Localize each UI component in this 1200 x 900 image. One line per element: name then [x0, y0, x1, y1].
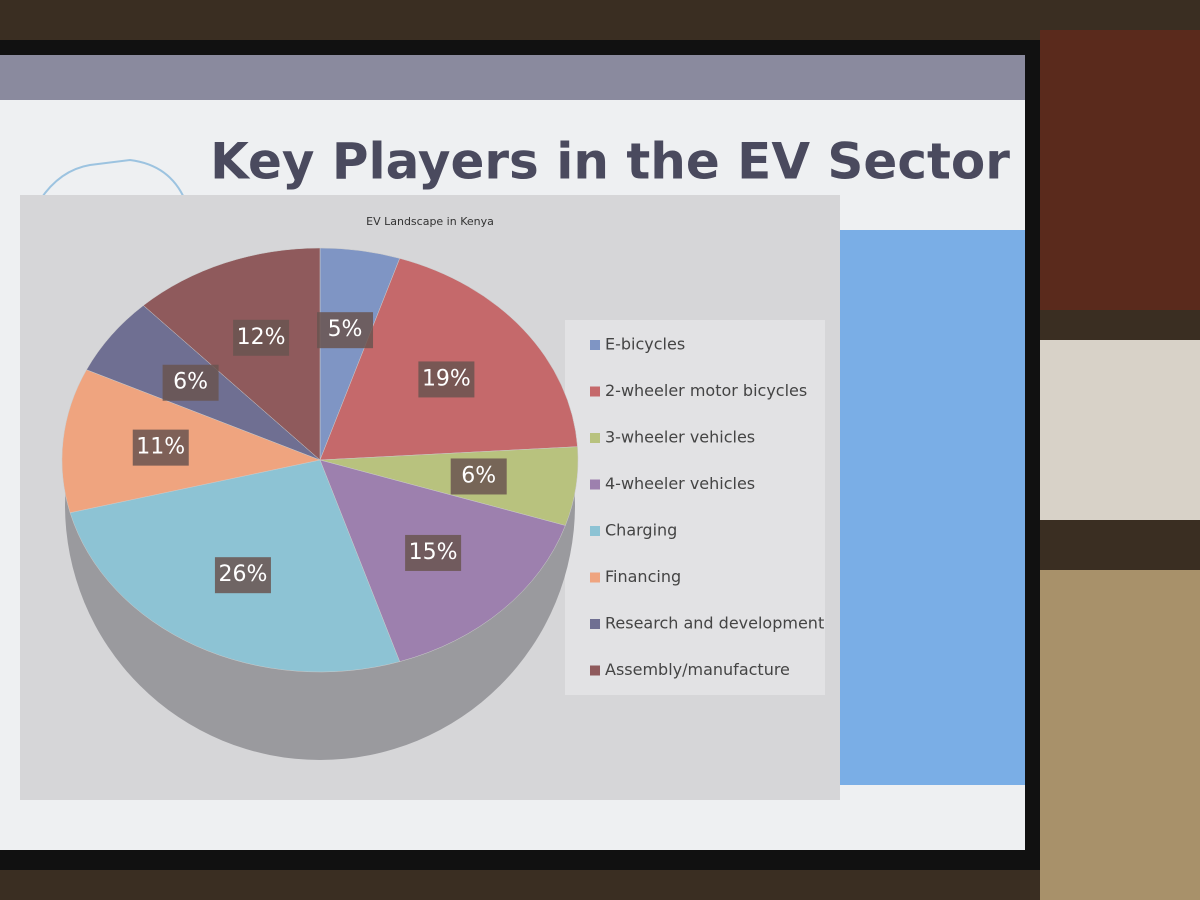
pie-slice [319, 258, 578, 461]
legend-swatch [590, 665, 600, 676]
slide-band [0, 55, 1025, 100]
legend: E-bicycles 2-wheeler motor bicycles 3-whee… [590, 335, 824, 679]
blue-panel [840, 230, 1025, 785]
pie-slice [61, 369, 321, 514]
value-label: 15% [409, 540, 458, 565]
legend-label: 2-wheeler motor bicycles [605, 381, 807, 400]
legend-label: Assembly/manufacture [605, 660, 790, 679]
legend-label: Financing [605, 567, 681, 586]
curtain [1040, 570, 1200, 900]
legend-swatch [590, 386, 600, 397]
legend-box [565, 320, 825, 695]
label-box [132, 429, 189, 466]
label-box [233, 319, 290, 356]
legend-label: Research and development [605, 614, 824, 633]
legend-label: Charging [605, 521, 677, 540]
legend-swatch [590, 572, 600, 583]
wall [1040, 340, 1200, 520]
label-box [450, 458, 507, 495]
label-box [214, 557, 271, 594]
chart-title: EV Landscape in Kenya [366, 215, 494, 228]
legend-label: 3-wheeler vehicles [605, 428, 755, 447]
label-box [162, 364, 219, 401]
legend-swatch [590, 433, 600, 443]
legend-swatch [590, 619, 600, 629]
painting [1040, 30, 1200, 310]
car-icon [39, 158, 186, 201]
pie: 5% 19% 6% 15% 26% 11% 6% 12% [61, 247, 579, 673]
value-label: 6% [173, 370, 208, 395]
value-label: 6% [461, 463, 496, 488]
value-label: 12% [237, 325, 286, 350]
label-box [405, 534, 462, 571]
legend-label: E-bicycles [605, 335, 685, 354]
label-box [418, 361, 475, 398]
pie-slice [142, 247, 321, 461]
value-label: 5% [328, 317, 363, 342]
value-label: 26% [218, 562, 267, 587]
slide-title: Key Players in the EV Sector [210, 133, 1010, 191]
value-label: 19% [422, 366, 471, 391]
label-box [317, 312, 374, 349]
legend-swatch [590, 340, 600, 350]
value-label: 11% [136, 435, 185, 460]
legend-swatch [590, 526, 600, 536]
legend-label: 4-wheeler vehicles [605, 474, 755, 493]
legend-swatch [590, 479, 600, 490]
